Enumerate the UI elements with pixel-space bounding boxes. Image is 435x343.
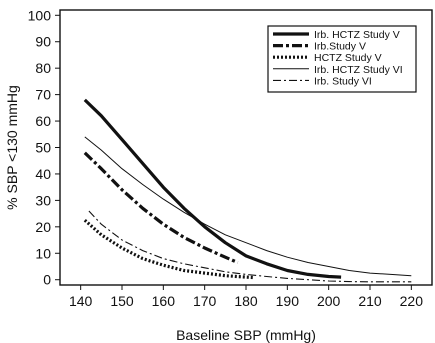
x-tick-label: 150: [110, 293, 134, 309]
x-tick-label: 210: [358, 293, 382, 309]
legend-label: Irb. HCTZ Study V: [314, 29, 400, 41]
y-tick-label: 40: [35, 166, 51, 182]
series-lines: [83, 98, 412, 283]
y-tick-label: 100: [28, 7, 52, 23]
y-tick-label: 20: [35, 219, 51, 235]
y-tick-label: 60: [35, 113, 51, 129]
x-tick-label: 200: [317, 293, 341, 309]
legend-box: [267, 25, 417, 93]
series-line-4: [84, 136, 412, 277]
y-tick-label: 30: [35, 192, 51, 208]
series-line-5: [88, 210, 412, 283]
x-tick-label: 140: [69, 293, 93, 309]
series-line-3: [83, 219, 255, 280]
legend-label: HCTZ Study V: [314, 52, 382, 64]
y-axis-title: % SBP <130 mmHg: [4, 85, 20, 210]
series-line-2: [83, 151, 239, 264]
y-tick-label: 50: [35, 140, 51, 156]
x-tick-label: 190: [276, 293, 300, 309]
axis-ticks: 140 150 160 170 180 190 200 210 220 0 10 20 30 40 50 60…: [28, 7, 424, 309]
legend-label: Irb. HCTZ Study VI: [314, 64, 403, 76]
series-line-1: [83, 98, 342, 279]
y-tick-label: 0: [43, 272, 51, 288]
x-tick-label: 180: [234, 293, 258, 309]
x-tick-label: 170: [193, 293, 217, 309]
y-tick-label: 70: [35, 87, 51, 103]
x-tick-label: 220: [400, 293, 424, 309]
y-tick-label: 90: [35, 34, 51, 50]
y-tick-label: 80: [35, 60, 51, 76]
x-axis-title: Baseline SBP (mmHg): [176, 327, 316, 343]
x-tick-label: 160: [152, 293, 176, 309]
legend-label: Irb.Study V: [314, 41, 366, 53]
legend-label: Irb. Study VI: [314, 75, 372, 87]
y-tick-label: 10: [35, 245, 51, 261]
